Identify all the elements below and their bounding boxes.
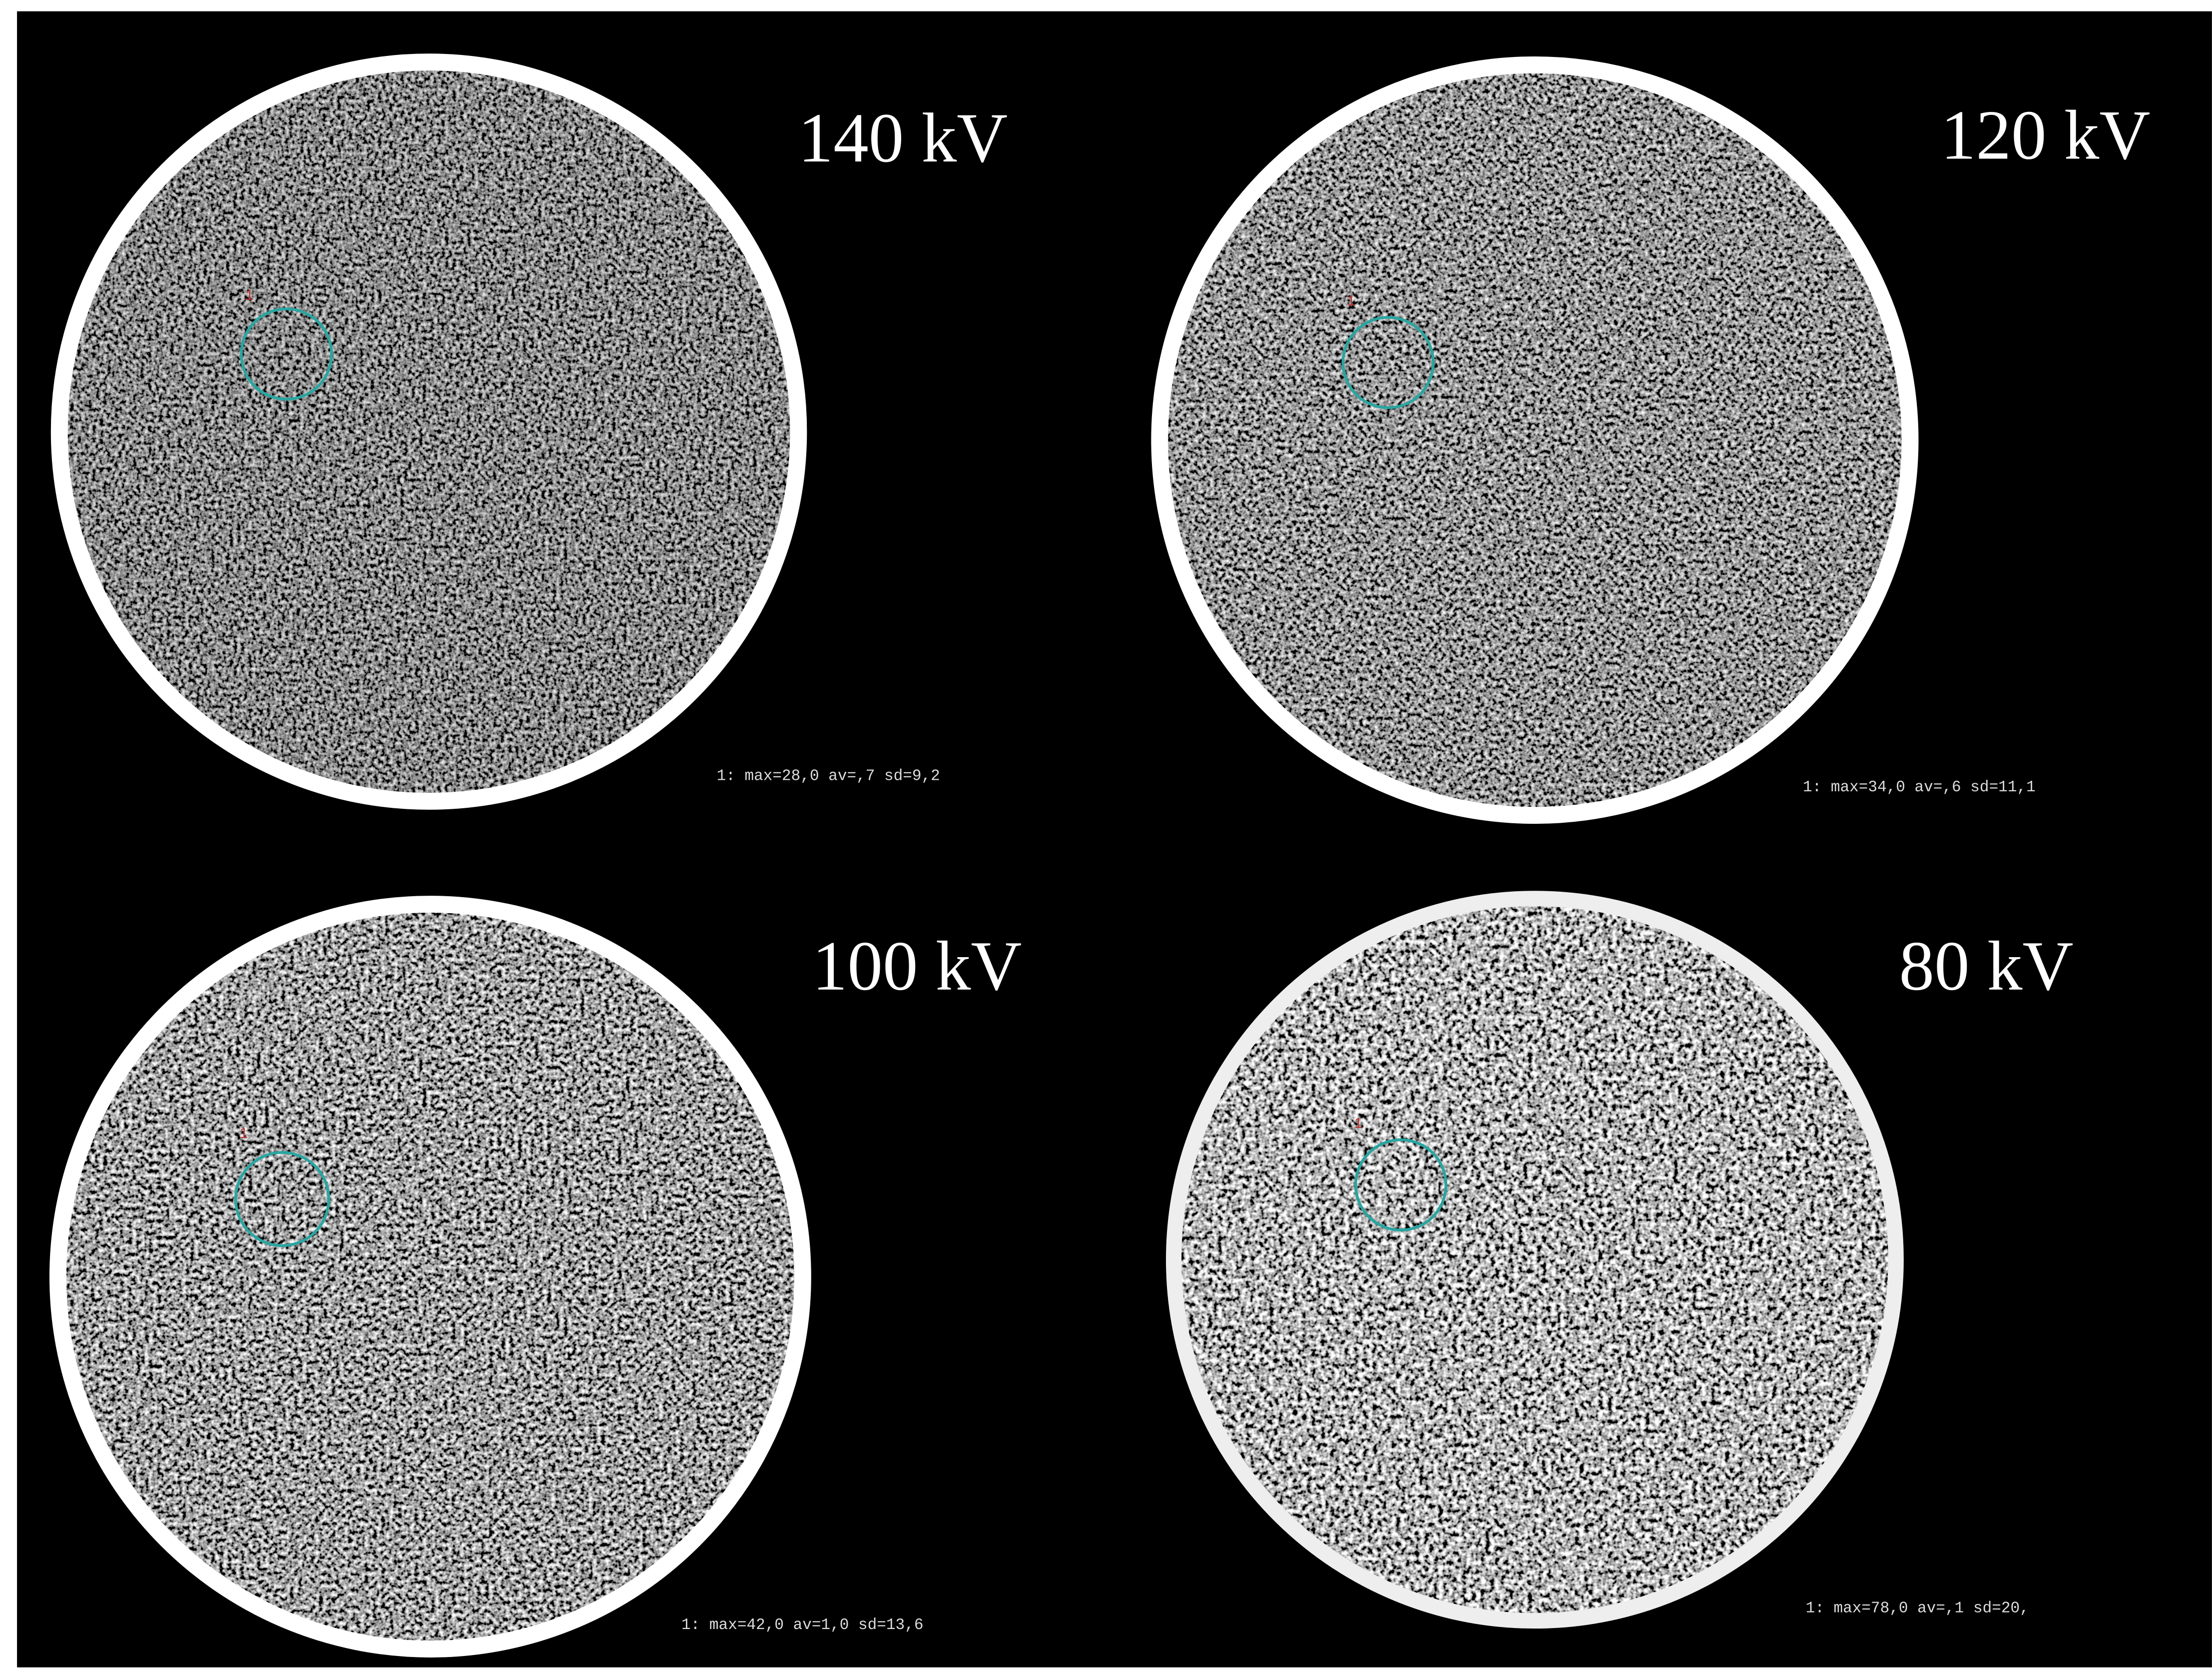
figure: 1 140 kV 1: max=28,0 av=,7 sd=9,2 1 120 … bbox=[0, 0, 2212, 1673]
roi-stats: 1: max=78,0 av=,1 sd=20, bbox=[1806, 1600, 2029, 1617]
kv-label: 120 kV bbox=[1941, 96, 2151, 174]
roi-label: 1 bbox=[245, 287, 253, 303]
roi-label: 1 bbox=[1354, 1115, 1362, 1131]
kv-label: 100 kV bbox=[812, 927, 1022, 1005]
roi-stats: 1: max=42,0 av=1,0 sd=13,6 bbox=[681, 1617, 923, 1634]
kv-label: 140 kV bbox=[798, 98, 1008, 177]
roi-label: 1 bbox=[240, 1125, 248, 1141]
page: 1 140 kV 1: max=28,0 av=,7 sd=9,2 1 120 … bbox=[0, 0, 2212, 1673]
roi-stats: 1: max=34,0 av=,6 sd=11,1 bbox=[1803, 779, 2036, 796]
kv-label: 80 kV bbox=[1899, 927, 2074, 1005]
roi-label: 1 bbox=[1347, 293, 1355, 309]
roi-stats: 1: max=28,0 av=,7 sd=9,2 bbox=[717, 767, 940, 785]
